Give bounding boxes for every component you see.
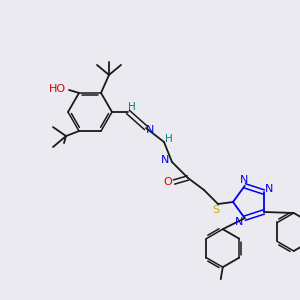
Text: N: N: [146, 125, 154, 135]
Text: N: N: [240, 175, 248, 185]
Text: H: H: [165, 134, 173, 144]
Text: N: N: [161, 155, 169, 165]
Text: HO: HO: [48, 84, 66, 94]
Text: S: S: [212, 205, 220, 215]
Text: H: H: [128, 102, 136, 112]
Text: O: O: [164, 177, 172, 187]
Text: N: N: [235, 217, 243, 227]
Text: N: N: [265, 184, 273, 194]
